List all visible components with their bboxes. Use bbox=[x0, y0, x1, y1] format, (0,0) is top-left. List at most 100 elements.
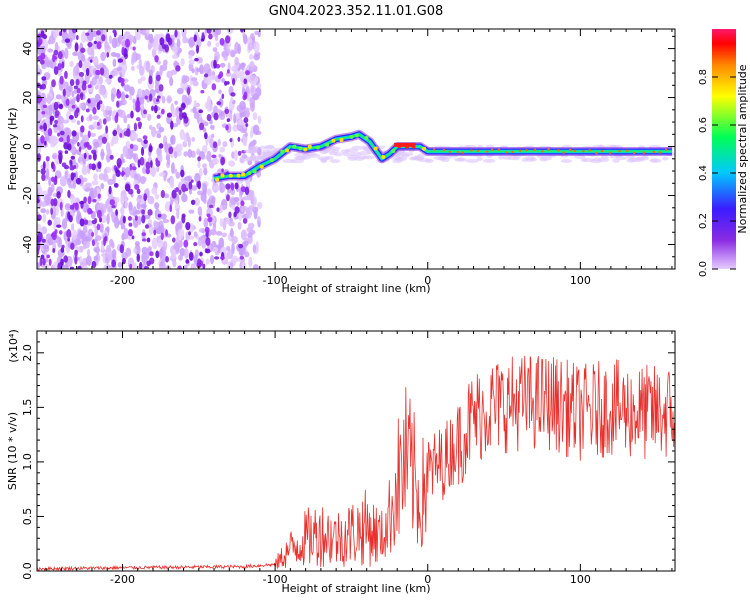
noise-cell bbox=[91, 56, 99, 65]
chart-title: GN04.2023.352.11.01.G08 bbox=[269, 4, 444, 19]
noise-cell bbox=[124, 200, 128, 209]
noise-cell bbox=[206, 188, 212, 197]
noise-cell bbox=[92, 121, 99, 129]
noise-cell bbox=[183, 151, 189, 157]
noise-cell bbox=[86, 248, 91, 257]
noise-cell bbox=[73, 88, 78, 95]
noise-cell bbox=[230, 96, 234, 103]
noise-cell bbox=[58, 158, 62, 164]
noise-cell bbox=[193, 231, 198, 238]
ridge-peak-dot bbox=[241, 172, 246, 177]
noise-cell bbox=[93, 40, 98, 45]
noise-cell bbox=[202, 263, 206, 269]
noise-cell bbox=[76, 35, 79, 41]
noise-cell bbox=[243, 240, 249, 247]
noise-cell bbox=[151, 237, 158, 250]
noise-cell bbox=[193, 242, 198, 247]
noise-cell bbox=[151, 126, 157, 138]
noise-cell bbox=[71, 104, 76, 109]
noise-cell bbox=[476, 157, 483, 162]
ridge-peak bbox=[213, 133, 672, 180]
noise-cell bbox=[100, 182, 105, 190]
noise-cell bbox=[160, 108, 165, 115]
noise-cell bbox=[54, 110, 60, 116]
noise-cell bbox=[92, 115, 99, 121]
colorbar-tick-label: 0.8 bbox=[698, 69, 709, 85]
noise-cell bbox=[188, 251, 194, 261]
ridge-peak-dot bbox=[259, 164, 264, 169]
ridge-peak-dot bbox=[525, 148, 528, 152]
noise-cell bbox=[127, 228, 133, 237]
y-tick-label: 2.0 bbox=[21, 344, 34, 362]
y-tick-label: 1.0 bbox=[21, 453, 34, 471]
noise-cell bbox=[64, 70, 68, 80]
noise-cell bbox=[161, 261, 165, 267]
ridge-peak-dot bbox=[391, 149, 396, 154]
noise-cell bbox=[243, 91, 248, 100]
noise-cell bbox=[136, 117, 141, 122]
noise-cell bbox=[226, 69, 230, 74]
noise-cell bbox=[156, 95, 161, 99]
noise-cell bbox=[233, 211, 237, 218]
noise-cell bbox=[264, 145, 276, 150]
noise-cell bbox=[58, 137, 64, 143]
noise-cell bbox=[41, 76, 47, 81]
noise-cell bbox=[41, 173, 46, 182]
noise-cell bbox=[174, 203, 181, 212]
noise-cell bbox=[96, 209, 102, 219]
noise-cell bbox=[67, 189, 71, 198]
noise-cell bbox=[195, 44, 200, 54]
noise-cell bbox=[233, 196, 240, 202]
noise-cell bbox=[159, 37, 165, 46]
noise-cell bbox=[212, 141, 218, 149]
noise-cell bbox=[169, 77, 174, 87]
noise-cell bbox=[115, 169, 121, 178]
noise-cell bbox=[111, 134, 119, 145]
noise-cell bbox=[70, 242, 75, 250]
noise-cell bbox=[158, 84, 164, 92]
noise-cell bbox=[141, 238, 147, 242]
noise-cell bbox=[199, 251, 203, 257]
ridge-peak-dot bbox=[652, 150, 656, 154]
noise-cell bbox=[193, 34, 198, 42]
noise-cell bbox=[178, 254, 183, 261]
noise-cell bbox=[216, 230, 223, 236]
noise-cell bbox=[203, 121, 209, 127]
noise-cell bbox=[70, 223, 75, 231]
noise-cell bbox=[62, 88, 66, 97]
noise-cell bbox=[123, 228, 129, 240]
noise-cell bbox=[51, 79, 56, 88]
noise-cell bbox=[63, 231, 67, 241]
noise-cell bbox=[203, 167, 208, 176]
noise-cell bbox=[206, 113, 212, 122]
noise-cell bbox=[228, 221, 235, 227]
noise-cell bbox=[196, 67, 201, 72]
noise-cell bbox=[162, 218, 170, 224]
noise-cell bbox=[218, 182, 226, 193]
noise-cell bbox=[206, 29, 212, 34]
noise-cell bbox=[165, 229, 169, 237]
noise-cell bbox=[83, 239, 90, 249]
noise-cell bbox=[179, 129, 185, 141]
noise-cell bbox=[102, 118, 107, 125]
noise-cell bbox=[95, 35, 101, 42]
ridge-peak-dot bbox=[280, 149, 285, 154]
noise-cell bbox=[82, 177, 88, 182]
noise-cell bbox=[99, 84, 104, 94]
noise-cell bbox=[143, 193, 148, 202]
noise-cell bbox=[115, 209, 118, 216]
ridge-peak-dot bbox=[215, 177, 220, 182]
noise-cell bbox=[220, 156, 225, 166]
noise-cell bbox=[60, 209, 64, 217]
noise-cell bbox=[203, 217, 209, 228]
noise-cell bbox=[101, 34, 106, 42]
noise-cell bbox=[259, 145, 266, 150]
noise-cell bbox=[45, 168, 50, 180]
noise-cell bbox=[136, 188, 141, 195]
noise-cell bbox=[239, 100, 246, 111]
noise-cell bbox=[234, 56, 239, 66]
ridge-peak-dot bbox=[497, 148, 501, 152]
noise-cell bbox=[138, 261, 143, 269]
colorbar-tick-label: 0.0 bbox=[698, 261, 709, 277]
noise-cell bbox=[115, 112, 119, 119]
